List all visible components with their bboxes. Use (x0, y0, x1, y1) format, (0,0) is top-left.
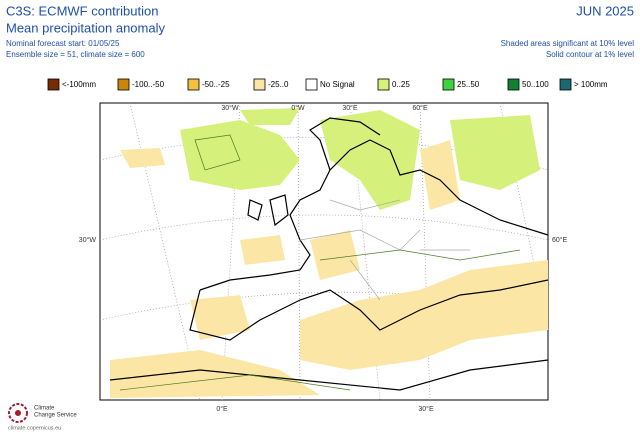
legend-label: -100..-50 (132, 80, 165, 89)
legend-swatch (47, 78, 60, 91)
legend-swatch (442, 78, 455, 91)
logo-line: Climate (34, 406, 55, 412)
legend-label: -25..0 (268, 80, 289, 89)
legend-swatch (377, 78, 390, 91)
legend-swatch (507, 78, 520, 91)
legend-label: -50..-25 (202, 80, 230, 89)
legend-swatch (187, 78, 200, 91)
legend-swatch (559, 78, 572, 91)
contours (119, 134, 521, 391)
legend-label: 25..50 (457, 80, 480, 89)
significance-note: Shaded areas significant at 10% level (501, 39, 635, 48)
legend-label: 0..25 (392, 80, 410, 89)
subtitle: Mean precipitation anomaly (6, 20, 165, 35)
longitude-label: 30°E (418, 405, 434, 413)
legend-label: > 100mm (574, 80, 608, 89)
coastlines (109, 117, 549, 391)
map (99, 102, 549, 401)
longitude-label: 0°W (291, 104, 305, 112)
logo-url: climate.copernicus.eu (8, 425, 61, 431)
legend-label: <-100mm (62, 80, 96, 89)
dry-shading (110, 140, 548, 398)
contour-note: Solid contour at 1% level (546, 50, 634, 59)
axis-labels: 30°W 0°W 30°E 60°E 30°W 60°E 0°E 30°E (79, 104, 568, 413)
longitude-label: 30°W (221, 104, 239, 112)
latitude-label: 60°E (552, 236, 568, 244)
wet-shading (180, 108, 540, 210)
longitude-label: 60°E (412, 104, 428, 112)
legend-label: 50..100 (522, 80, 549, 89)
legend-swatch (305, 78, 318, 91)
legend-swatch (117, 78, 130, 91)
ensemble-size: Ensemble size = 51, climate size = 600 (6, 50, 145, 59)
logo-line: Change Service (34, 413, 77, 419)
borders (299, 199, 470, 301)
logo-icon (8, 403, 28, 423)
legend: <-100mm -100..-50 -50..-25 -25..0 No Signal 0… (47, 78, 608, 91)
legend-swatch (253, 78, 266, 91)
latitude-label: 30°W (79, 236, 97, 244)
longitude-label: 0°E (216, 405, 228, 413)
longitude-label: 30°E (342, 104, 358, 112)
title: C3S: ECMWF contribution (6, 3, 158, 18)
logo-dot (15, 410, 21, 416)
forecast-start: Nominal forecast start: 01/05/25 (6, 39, 120, 48)
legend-label: No Signal (320, 80, 355, 89)
logo: Climate Change Service climate.copernicu… (8, 403, 77, 431)
date: JUN 2025 (576, 3, 634, 18)
